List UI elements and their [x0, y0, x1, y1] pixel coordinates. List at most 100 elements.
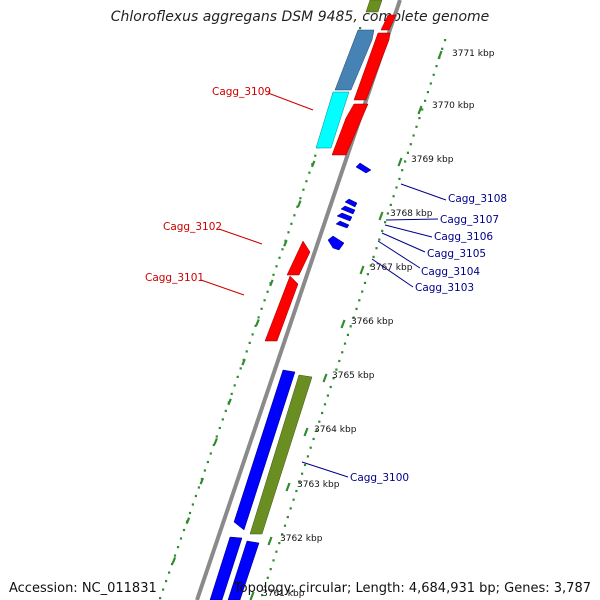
ruler-dot [182, 528, 186, 532]
ruler-major-tick [397, 157, 403, 167]
ruler-dot [358, 299, 361, 302]
gene-label-cagg3100[interactable]: Cagg_3100 [350, 472, 409, 484]
ruler-dot [406, 151, 409, 154]
gene-blue-bottom-2[interactable] [227, 540, 260, 600]
ruler-dot [432, 73, 435, 76]
ruler-dot [332, 377, 335, 380]
ruler-dot [272, 559, 275, 562]
gene-arrow-cagg3102[interactable] [286, 240, 311, 276]
ruler-dot [179, 537, 183, 540]
ruler-dot [293, 214, 296, 217]
ruler-tick-label: 3763 kbp [297, 480, 340, 490]
gene-olive-top[interactable] [365, 0, 383, 13]
ruler-dot [269, 568, 272, 571]
ruler-dash [213, 437, 218, 445]
gene-small-cagg3105[interactable] [336, 212, 353, 222]
outer-ruler-dots [261, 39, 447, 597]
gene-label-cagg3106[interactable]: Cagg_3106 [434, 231, 493, 243]
ruler-dot [281, 248, 284, 251]
ruler-tick-label: 3761 kbp [262, 589, 305, 599]
gene-label-cagg3101[interactable]: Cagg_3101 [145, 272, 204, 284]
ruler-dot [260, 307, 263, 310]
ruler-dot [315, 429, 318, 432]
ruler-dot [170, 563, 174, 566]
ruler-dot [233, 384, 236, 387]
ruler-dot [401, 169, 404, 172]
ruler-dot [343, 342, 347, 345]
ruler-dot [355, 307, 358, 310]
gene-blue-bottom-1[interactable] [209, 536, 243, 600]
ruler-dot [218, 426, 221, 430]
gene-small-cagg3107[interactable] [344, 198, 358, 208]
ruler-major-tick [437, 50, 443, 60]
gene-label-cagg3107[interactable]: Cagg_3107 [440, 214, 499, 226]
gene-arrow-steel[interactable] [334, 29, 375, 91]
ruler-dot [384, 221, 387, 224]
ruler-dot [303, 463, 307, 467]
ruler-dot [266, 576, 269, 579]
leader-line-cagg3104 [377, 240, 421, 269]
ruler-dot [289, 507, 292, 510]
gene-label-cagg3102[interactable]: Cagg_3102 [163, 221, 222, 233]
ruler-dot [165, 580, 168, 583]
ruler-dot [176, 546, 180, 549]
gene-small-cagg3104[interactable] [335, 220, 350, 229]
gene-arrow-blue-cagg3100[interactable] [233, 369, 296, 531]
ruler-dot [308, 171, 311, 174]
ruler-dot [389, 203, 392, 206]
gene-label-cagg3104[interactable]: Cagg_3104 [421, 266, 480, 278]
ruler-major-tick [378, 211, 384, 221]
ruler-dot [197, 486, 200, 489]
ruler-dot [209, 452, 212, 455]
gene-label-cagg3103[interactable]: Cagg_3103 [415, 282, 474, 294]
gene-arrow-red-cagg3109[interactable] [331, 103, 369, 156]
ruler-dot [372, 255, 375, 258]
ruler-dot [263, 299, 266, 302]
gene-arrow-red-top-2[interactable] [353, 32, 391, 101]
ruler-dot [295, 489, 298, 493]
ruler-dot [245, 350, 248, 353]
ruler-dot [309, 446, 312, 449]
gene-arrow-red-top-1[interactable] [380, 14, 397, 31]
ruler-dot [275, 550, 278, 553]
ruler-dot [230, 392, 233, 395]
ruler-tick-label: 3762 kbp [280, 534, 323, 544]
ruler-dot [168, 571, 171, 574]
gene-small-cagg3106[interactable] [340, 205, 356, 215]
gene-olive-long[interactable] [249, 374, 313, 535]
ruler-tick-label: 3767 kbp [370, 263, 413, 273]
ruler-dot [278, 256, 281, 259]
leader-line-cagg3105 [381, 232, 426, 253]
ruler-dot [301, 472, 304, 475]
gene-arrow-cagg3101[interactable] [264, 275, 299, 342]
ruler-dot [412, 134, 415, 137]
ruler-dot [426, 91, 429, 94]
gene-label-cagg3108[interactable]: Cagg_3108 [448, 193, 507, 205]
ruler-dot [314, 154, 317, 157]
ruler-dot [338, 359, 341, 363]
ruler-dash [185, 517, 191, 525]
gene-label-cagg3109[interactable]: Cagg_3109 [212, 86, 271, 98]
ruler-dot [349, 325, 352, 328]
ruler-dot [329, 385, 332, 389]
gene-small-cagg3103[interactable] [327, 235, 345, 251]
ruler-dot [290, 222, 293, 225]
ruler-dot [415, 125, 418, 128]
ruler-dot [212, 443, 215, 447]
ruler-dot [275, 265, 278, 268]
ruler-dot [369, 264, 372, 267]
ruler-dot [239, 367, 242, 370]
ruler-tick-label: 3766 kbp [351, 317, 394, 327]
ruler-dot [191, 503, 194, 506]
gene-arrow-cyan[interactable] [315, 91, 350, 149]
ruler-dot [283, 524, 287, 527]
ruler-tick-label: 3771 kbp [452, 49, 495, 59]
gene-label-cagg3105[interactable]: Cagg_3105 [427, 248, 486, 260]
gene-small-cagg3108[interactable] [355, 162, 372, 174]
ruler-major-tick [303, 427, 309, 437]
ruler-major-tick [417, 105, 423, 115]
ruler-dot [404, 160, 407, 163]
leader-line-cagg3100 [301, 461, 349, 478]
ruler-dot [378, 238, 381, 241]
